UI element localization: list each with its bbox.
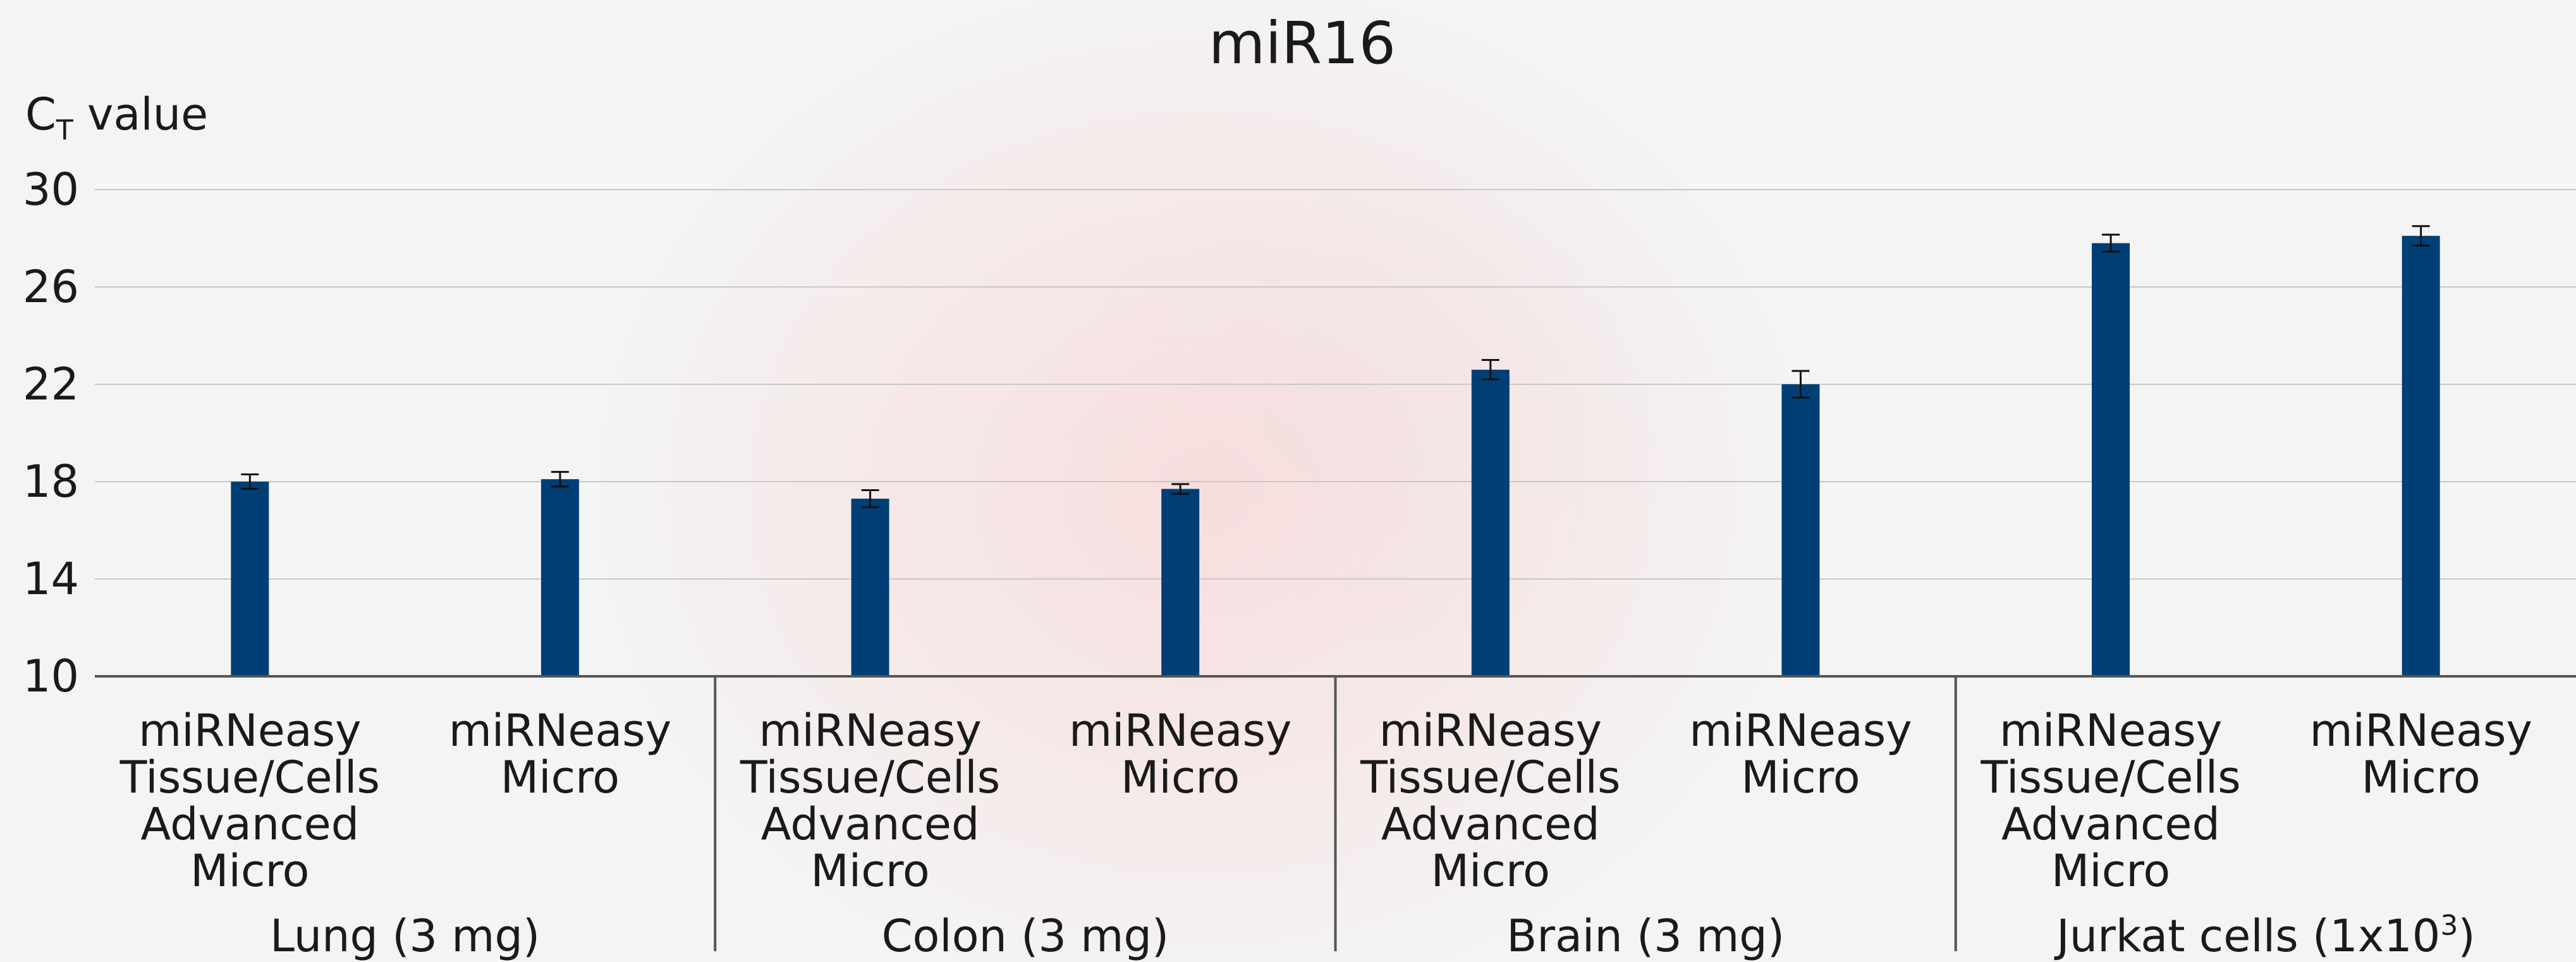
bar-label-line: Micro <box>501 752 620 803</box>
bar <box>2402 236 2440 676</box>
group-label-sup: 3 <box>2440 910 2458 942</box>
bar-label-line: Tissue/Cells <box>1360 752 1620 803</box>
bar <box>851 498 889 676</box>
bar-label-line: Micro <box>190 845 309 897</box>
chart-title: miR16 <box>1209 9 1396 77</box>
x-axis <box>95 675 2576 951</box>
gridlines <box>95 189 2576 580</box>
group-label: Jurkat cells (1x103) <box>2054 910 2475 962</box>
bar <box>1161 489 1200 676</box>
bar-label-line: miRNeasy <box>1069 705 1292 757</box>
group-label: Colon (3 mg) <box>882 910 1169 962</box>
bar-label-line: miRNeasy <box>2309 705 2532 757</box>
bar-label-line: Tissue/Cells <box>119 752 380 803</box>
bar-label-line: Micro <box>2051 845 2170 897</box>
y-axis-label: CT value <box>25 88 208 147</box>
y-tick-label: 14 <box>23 553 79 605</box>
y-tick-label: 18 <box>23 456 79 508</box>
group-label: Lung (3 mg) <box>270 910 540 962</box>
bar-label-line: Micro <box>810 845 929 897</box>
y-tick-label: 10 <box>23 650 79 702</box>
bar <box>2092 243 2130 676</box>
y-axis-label-main: C <box>25 88 56 140</box>
y-tick-label: 26 <box>23 261 79 313</box>
bar-label-line: Micro <box>1741 752 1860 803</box>
bar <box>1781 384 1820 676</box>
bar <box>540 479 579 676</box>
bar-label-line: Tissue/Cells <box>740 752 1000 803</box>
bar-label-line: Advanced <box>140 798 359 850</box>
bar-label-line: Advanced <box>2001 798 2220 850</box>
bar-label-line: miRNeasy <box>1689 705 1912 757</box>
y-axis-label-rest: value <box>73 88 208 140</box>
bar-label-line: miRNeasy <box>138 705 362 757</box>
y-tick-label: 22 <box>23 358 79 410</box>
y-axis-label-sub: T <box>56 114 73 147</box>
bar-label-line: Micro <box>1431 845 1550 897</box>
bar-label-line: Micro <box>2361 752 2480 803</box>
bar-label-line: Advanced <box>1381 798 1600 850</box>
bar-label-line: Micro <box>1121 752 1240 803</box>
group-label-end: ) <box>2458 910 2475 962</box>
bar-label-line: Advanced <box>761 798 980 850</box>
group-label-main: Jurkat cells (1x10 <box>2054 910 2440 962</box>
bar-label-line: miRNeasy <box>1999 705 2223 757</box>
group-label: Brain (3 mg) <box>1506 910 1785 962</box>
x-category-labels: miRNeasyTissue/CellsAdvancedMicromiRNeas… <box>119 705 2532 962</box>
y-tick-label: 30 <box>23 164 79 216</box>
bar <box>1471 369 1510 676</box>
bar-label-line: Tissue/Cells <box>1980 752 2240 803</box>
bars <box>231 225 2440 676</box>
y-tick-labels: 10 14 18 22 26 30 <box>23 164 79 702</box>
bar-label-line: miRNeasy <box>1379 705 1602 757</box>
bar-label-line: miRNeasy <box>759 705 982 757</box>
bar <box>231 482 269 676</box>
bar-label-line: miRNeasy <box>449 705 672 757</box>
